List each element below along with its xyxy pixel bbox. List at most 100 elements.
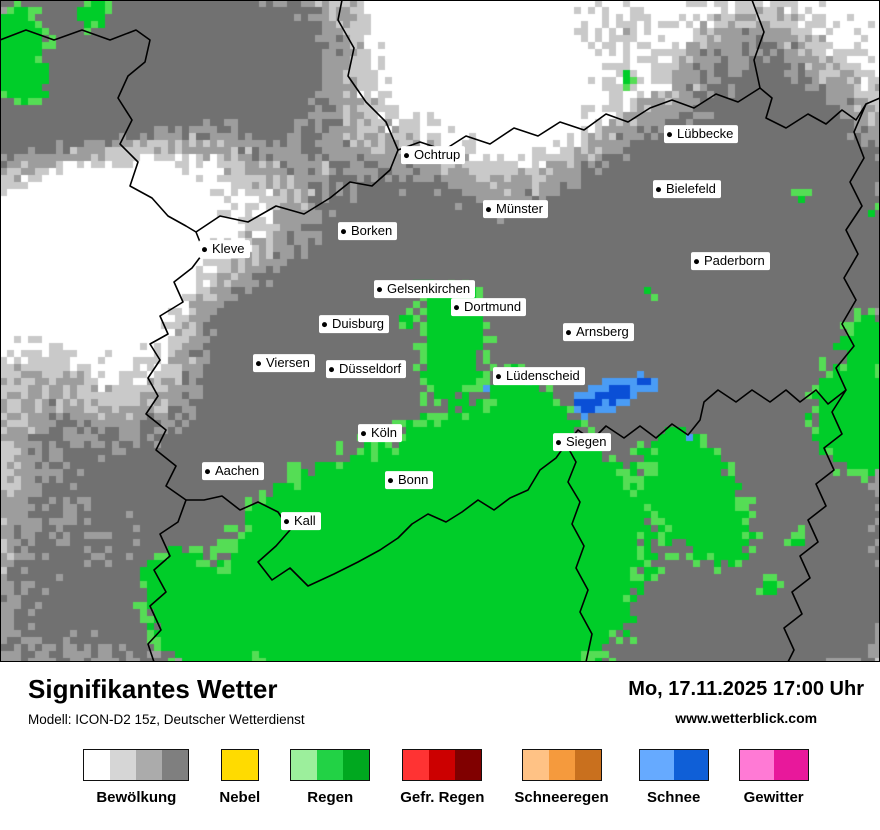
legend-swatch: [221, 750, 258, 780]
city-label: Lübbecke: [677, 126, 734, 142]
legend-swatch-row: [738, 749, 809, 781]
city-label: Gelsenkirchen: [387, 281, 471, 297]
city-marker-bonn: Bonn: [385, 471, 434, 490]
border-line: [145, 231, 205, 662]
legend-label: Gewitter: [743, 789, 804, 806]
city-marker-borken: Borken: [338, 222, 398, 241]
legend-swatch-row: [402, 749, 483, 781]
city-marker-viersen: Viersen: [253, 354, 315, 373]
city-marker-luedenscheid: Lüdenscheid: [493, 367, 585, 386]
city-label: Bonn: [398, 472, 429, 488]
legend-swatch: [136, 750, 163, 780]
legend-swatch: [84, 750, 111, 780]
border-line: [397, 87, 880, 151]
legend-swatch: [455, 750, 482, 780]
city-label: Düsseldorf: [339, 361, 402, 377]
city-marker-kall: Kall: [281, 512, 321, 531]
city-label: Köln: [371, 425, 398, 441]
footer-header-row: Signifikantes Wetter Modell: ICON-D2 15z…: [28, 674, 864, 727]
city-marker-aachen: Aachen: [202, 462, 265, 481]
border-line: [186, 103, 867, 587]
legend-swatch: [403, 750, 430, 780]
legend-swatch: [162, 750, 189, 780]
legend-item-schneeregen: Schneeregen: [514, 749, 609, 806]
legend-item-schnee: Schnee: [638, 749, 709, 806]
city-dot-icon: [486, 206, 491, 212]
legend-label: Gefr. Regen: [400, 789, 485, 806]
footer-left: Signifikantes Wetter Modell: ICON-D2 15z…: [28, 674, 305, 727]
city-marker-ochtrup: Ochtrup: [401, 146, 466, 165]
legend: Bewölkung Nebel Regen Gefr. Regen Schneerege…: [28, 749, 864, 806]
legend-swatch: [739, 750, 774, 780]
legend-item-bewoelkung: Bewölkung: [83, 749, 190, 806]
city-dot-icon: [496, 373, 501, 379]
legend-swatch: [291, 750, 318, 780]
border-line: [0, 29, 197, 233]
city-dot-icon: [205, 468, 210, 474]
city-label: Arnsberg: [576, 324, 629, 340]
city-dot-icon: [667, 131, 672, 137]
legend-label: Schneeregen: [514, 789, 609, 806]
legend-swatch: [317, 750, 344, 780]
city-dot-icon: [256, 360, 261, 366]
city-marker-bielefeld: Bielefeld: [653, 180, 721, 199]
city-marker-kleve: Kleve: [199, 240, 250, 259]
city-label: Paderborn: [704, 253, 765, 269]
city-dot-icon: [556, 439, 561, 445]
legend-label: Regen: [307, 789, 354, 806]
legend-swatch: [522, 750, 549, 780]
city-label: Kleve: [212, 241, 245, 257]
city-dot-icon: [284, 518, 289, 524]
city-dot-icon: [566, 329, 571, 335]
city-label: Lüdenscheid: [506, 368, 580, 384]
city-dot-icon: [694, 258, 699, 264]
legend-swatch: [110, 750, 137, 780]
legend-swatch-row: [220, 749, 259, 781]
city-label: Dortmund: [464, 299, 522, 315]
weather-raster-canvas: [0, 0, 880, 662]
city-dot-icon: [404, 152, 409, 158]
city-dot-icon: [454, 304, 459, 310]
city-label: Bielefeld: [666, 181, 716, 197]
city-labels-layer: Kleve Ochtrup Münster Lübbecke Bielefeld Bork…: [199, 125, 770, 531]
city-marker-muenster: Münster: [483, 200, 548, 219]
legend-item-regen: Regen: [290, 749, 371, 806]
valid-datetime: Mo, 17.11.2025 17:00 Uhr: [628, 678, 864, 700]
city-marker-siegen: Siegen: [553, 433, 612, 452]
city-dot-icon: [388, 477, 393, 483]
city-marker-duisburg: Duisburg: [319, 315, 390, 334]
legend-label: Nebel: [219, 789, 261, 806]
border-line: [783, 389, 847, 662]
city-label: Siegen: [566, 434, 607, 450]
city-label: Ochtrup: [414, 147, 461, 163]
legend-item-gefr-regen: Gefr. Regen: [400, 749, 484, 806]
border-line: [751, 0, 765, 89]
legend-swatch: [429, 750, 456, 780]
city-dot-icon: [341, 228, 346, 234]
city-dot-icon: [322, 321, 327, 327]
page-title: Signifikantes Wetter: [28, 674, 278, 704]
city-label: Duisburg: [332, 316, 385, 332]
city-label: Viersen: [266, 355, 310, 371]
city-dot-icon: [361, 430, 366, 436]
city-marker-duesseldorf: Düsseldorf: [326, 360, 407, 379]
border-line: [565, 443, 593, 662]
legend-swatch-row: [83, 749, 190, 781]
city-marker-dortmund: Dortmund: [451, 298, 527, 317]
legend-swatch: [639, 750, 674, 780]
website-link[interactable]: www.wetterblick.com: [675, 710, 818, 726]
legend-swatch: [673, 750, 708, 780]
legend-swatch: [343, 750, 370, 780]
legend-swatch: [574, 750, 601, 780]
legend-swatch-row: [290, 749, 371, 781]
legend-swatch: [548, 750, 575, 780]
city-marker-luebbecke: Lübbecke: [664, 125, 739, 144]
city-label: Borken: [351, 223, 393, 239]
weather-map: Kleve Ochtrup Münster Lübbecke Bielefeld Bork…: [0, 0, 880, 662]
footer-right: Mo, 17.11.2025 17:00 Uhr www.wetterblick…: [628, 678, 864, 726]
city-label: Aachen: [215, 463, 260, 479]
city-marker-paderborn: Paderborn: [691, 252, 770, 271]
legend-swatch-row: [638, 749, 709, 781]
model-info: Modell: ICON-D2 15z, Deutscher Wetterdie…: [28, 712, 305, 727]
